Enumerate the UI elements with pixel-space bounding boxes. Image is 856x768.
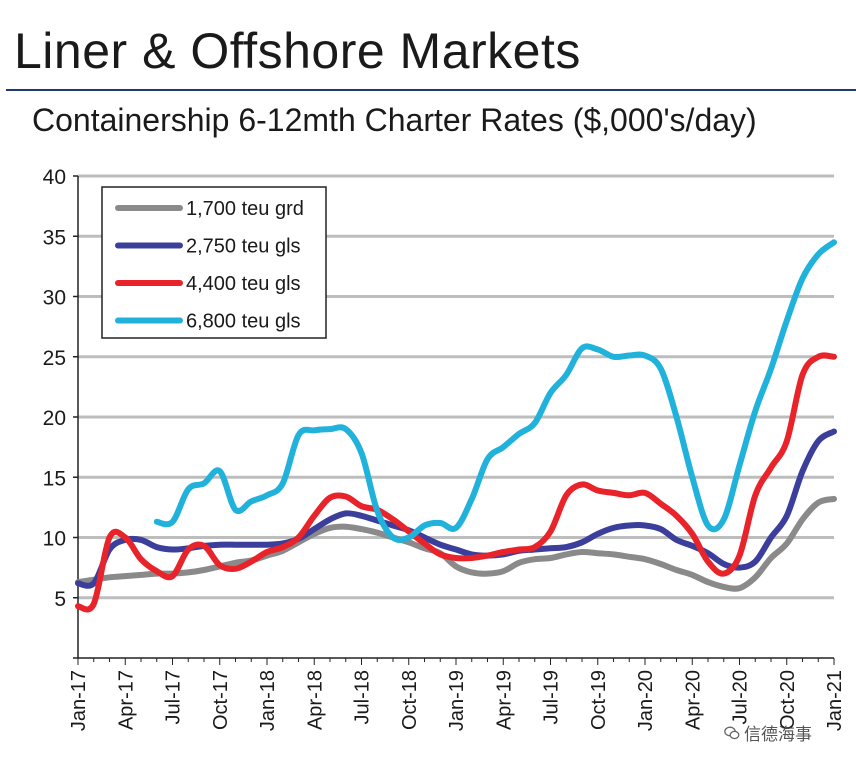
page-title: Liner & Offshore Markets bbox=[14, 23, 581, 79]
x-tick-label: Apr-20 bbox=[682, 670, 704, 730]
wechat-icon bbox=[724, 726, 740, 739]
x-tick-label: Oct-18 bbox=[399, 670, 421, 730]
watermark-text: 信德海事 bbox=[744, 725, 812, 744]
x-tick-label: Jul-20 bbox=[730, 670, 752, 724]
x-tick-label: Apr-19 bbox=[493, 670, 515, 730]
axes: 5 10 15 20 25 30 35 40 Jan-17 Apr-17 Jul-17 Oct-17 J… bbox=[43, 166, 846, 731]
series-line-2 bbox=[75, 428, 837, 589]
series-line-4 bbox=[153, 239, 837, 543]
x-tick-label: Jan-21 bbox=[824, 670, 846, 731]
y-tick-label: 35 bbox=[43, 226, 66, 249]
x-tick-label: Oct-20 bbox=[777, 670, 799, 730]
series-lines bbox=[75, 239, 837, 613]
y-tick-label: 30 bbox=[43, 287, 66, 310]
series-line-3 bbox=[75, 352, 837, 613]
x-tick-label: Jan-20 bbox=[635, 670, 657, 731]
title-divider bbox=[6, 89, 856, 91]
watermark: 信德海事 bbox=[724, 720, 812, 745]
x-tick-label: Apr-17 bbox=[115, 670, 137, 730]
x-tick-label: Jan-18 bbox=[257, 670, 279, 731]
x-tick-label: Jul-17 bbox=[163, 670, 185, 724]
x-tick-label: Jul-18 bbox=[352, 670, 374, 724]
x-tick-label: Jan-17 bbox=[68, 670, 90, 731]
x-tick-label: Oct-19 bbox=[588, 670, 610, 730]
x-tick-label: Jul-19 bbox=[541, 670, 563, 724]
chart-title: Containership 6-12mth Charter Rates ($,0… bbox=[32, 102, 757, 138]
x-tick-label: Oct-17 bbox=[210, 670, 232, 730]
legend: 1,700 teu grd 2,750 teu gls 4,400 teu gls 6… bbox=[101, 186, 327, 339]
y-tick-label: 20 bbox=[43, 407, 66, 430]
legend-box bbox=[101, 186, 327, 339]
y-tick-label: 10 bbox=[43, 528, 66, 551]
legend-label: 4,400 teu gls bbox=[186, 273, 301, 295]
y-tick-label: 15 bbox=[43, 467, 66, 490]
series-line-1 bbox=[75, 495, 837, 592]
y-tick-label: 5 bbox=[54, 588, 66, 611]
legend-label: 2,750 teu gls bbox=[186, 236, 301, 258]
y-tick-label: 25 bbox=[43, 347, 66, 370]
legend-label: 1,700 teu grd bbox=[186, 198, 304, 220]
x-tick-label: Apr-18 bbox=[304, 670, 326, 730]
legend-label: 6,800 teu gls bbox=[186, 311, 301, 333]
y-tick-label: 40 bbox=[43, 166, 66, 189]
x-tick-label: Jan-19 bbox=[446, 670, 468, 731]
